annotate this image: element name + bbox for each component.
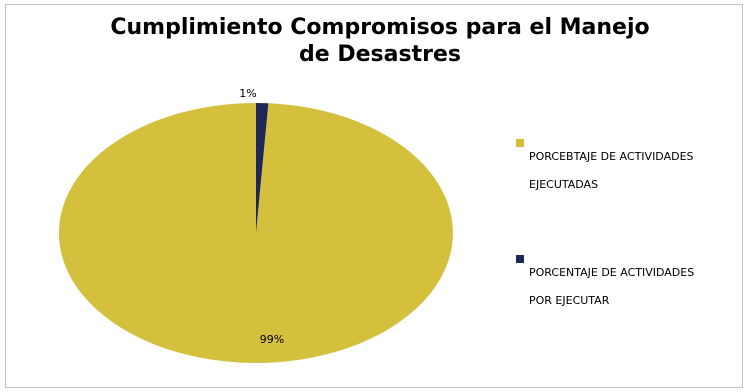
chart-title: Cumplimiento Compromisos para el Manejo … <box>0 14 748 68</box>
legend-label-executed: PORCEBTAJE DE ACTIVIDADES EJECUTADAS <box>529 136 746 206</box>
data-label-executed: 99% <box>260 333 284 346</box>
legend-swatch-executed <box>516 139 524 147</box>
legend-label-executed-line-2: EJECUTADAS <box>529 178 599 191</box>
legend-label-pending-line-1: PORCENTAJE DE ACTIVIDADES <box>529 266 695 279</box>
pie-slice-executed <box>58 103 453 363</box>
legend: PORCEBTAJE DE ACTIVIDADES EJECUTADAS POR… <box>516 136 746 368</box>
pie-slice-pending <box>256 103 269 233</box>
chart-title-line-2: de Desastres <box>299 42 461 67</box>
chart-title-line-1: Cumplimiento Compromisos para el Manejo <box>110 15 650 40</box>
data-label-pending: 1% <box>239 87 256 100</box>
legend-label-pending-line-2: POR EJECUTAR <box>529 294 610 307</box>
legend-swatch-pending <box>516 255 524 263</box>
legend-label-executed-line-1: PORCEBTAJE DE ACTIVIDADES <box>529 150 694 163</box>
legend-item-pending: PORCENTAJE DE ACTIVIDADES POR EJECUTAR <box>516 252 746 322</box>
legend-label-pending: PORCENTAJE DE ACTIVIDADES POR EJECUTAR <box>529 252 746 322</box>
legend-item-executed: PORCEBTAJE DE ACTIVIDADES EJECUTADAS <box>516 136 746 206</box>
